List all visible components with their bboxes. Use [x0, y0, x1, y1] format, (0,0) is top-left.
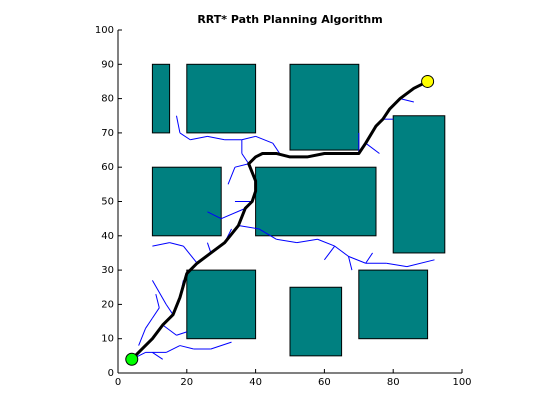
tree-edge — [207, 135, 225, 141]
tree-edge — [317, 238, 335, 247]
tree-edge — [241, 153, 250, 165]
start-point — [125, 352, 139, 366]
tree-edge — [206, 242, 212, 254]
chart-title: RRT* Path Planning Algorithm — [197, 13, 382, 26]
y-tick-label: 30 — [101, 265, 114, 276]
tree-edge — [296, 238, 318, 244]
obstacle — [392, 115, 446, 254]
tree-edge — [179, 132, 191, 141]
y-tick-label: 20 — [101, 299, 114, 310]
tree-edge — [210, 341, 232, 350]
tree-edge — [190, 135, 208, 141]
y-tick-label: 60 — [101, 162, 114, 173]
tree-edge — [276, 238, 297, 244]
y-tick-label: 10 — [101, 334, 114, 345]
tree-edge — [386, 262, 408, 268]
y-tick-label: 50 — [101, 197, 114, 208]
tree-edge — [258, 228, 277, 240]
tree-edge — [365, 142, 380, 154]
goal-point — [421, 74, 435, 88]
tree-edge — [138, 328, 146, 346]
y-tick-label: 90 — [101, 59, 114, 70]
tree-edge — [152, 352, 163, 360]
y-tick-label: 70 — [101, 128, 114, 139]
obstacle — [186, 63, 257, 134]
obstacle — [289, 286, 343, 357]
tree-edge — [241, 135, 256, 141]
tree-edge — [334, 245, 349, 257]
tree-edge — [179, 345, 194, 350]
path — [130, 80, 429, 361]
tree-edge — [347, 256, 353, 271]
x-tick-label: 40 — [249, 377, 262, 388]
y-tick-label: 40 — [101, 231, 114, 242]
tree-edge — [165, 304, 174, 315]
tree-edge — [151, 280, 167, 305]
tree-edge — [176, 331, 187, 336]
x-tick-label: 20 — [180, 377, 193, 388]
tree-edge — [182, 245, 198, 264]
tree-edge — [165, 345, 181, 353]
obstacle — [255, 166, 377, 237]
tree-edge — [207, 211, 222, 220]
tree-edge — [399, 98, 414, 103]
tree-edge — [238, 225, 260, 230]
obstacle — [151, 63, 171, 134]
tree-edge — [234, 163, 249, 168]
obstacle — [358, 269, 429, 340]
tree-edge — [155, 293, 160, 308]
tree-edge — [175, 115, 181, 133]
tree-edge — [169, 242, 184, 247]
tree-edge — [348, 255, 366, 264]
y-tick-label: 80 — [101, 94, 114, 105]
tree-edge — [227, 167, 236, 185]
y-tick-label: 100 — [95, 25, 114, 36]
obstacle — [151, 166, 222, 237]
tree-edge — [406, 259, 435, 268]
obstacle — [186, 269, 257, 340]
tree-edge — [145, 317, 153, 329]
x-tick-label: 60 — [318, 377, 331, 388]
tree-edge — [221, 207, 246, 220]
tree-edge — [255, 135, 273, 144]
tree-edge — [272, 142, 281, 154]
tree-edge — [152, 242, 170, 247]
obstacle — [289, 63, 360, 151]
tree-edge — [151, 307, 160, 319]
tree-edge — [324, 245, 336, 261]
x-tick-label: 80 — [387, 377, 400, 388]
x-tick-label: 0 — [115, 377, 121, 388]
x-tick-label: 100 — [452, 377, 471, 388]
tree-edge — [162, 324, 177, 336]
y-tick-label: 0 — [108, 368, 114, 379]
tree-edge — [365, 252, 373, 264]
